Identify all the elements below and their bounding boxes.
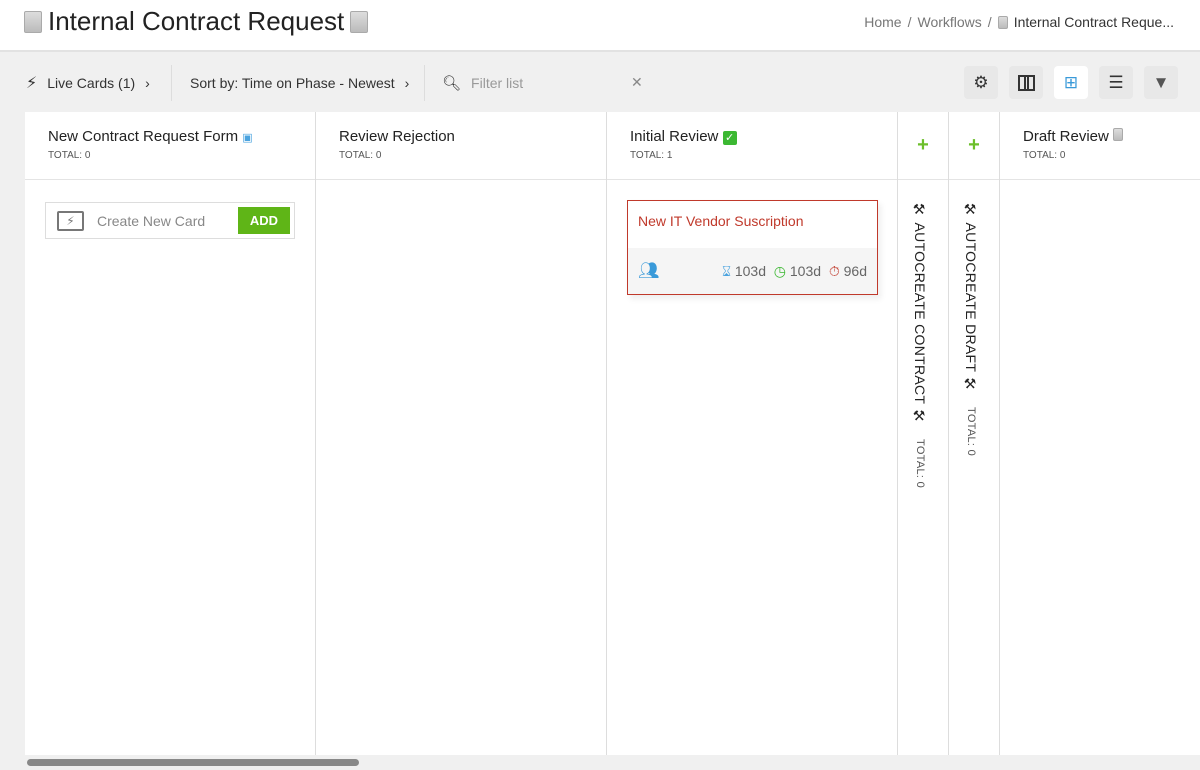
grid-icon: ⊞ — [1063, 72, 1079, 92]
add-button[interactable]: ADD — [238, 207, 290, 234]
document-icon — [997, 15, 1008, 29]
column-initial-review: Initial Review ✓ TOTAL: 1 New IT Vendor S… — [607, 112, 898, 755]
grid-view-button[interactable]: ⊞ — [1054, 66, 1088, 99]
chevron-right-icon: › — [404, 74, 410, 91]
list-icon: ☰ — [1108, 72, 1124, 92]
filter-button[interactable]: ▼ — [1144, 66, 1178, 99]
gear-icon: ⚙ — [973, 72, 989, 92]
column-autocreate-contract: + ⚒ AUTOCREATE CONTRACT ⚒TOTAL: 0 — [898, 112, 949, 755]
bolt-icon: ⚡︎ — [57, 210, 84, 231]
add-card-plus-icon[interactable]: + — [949, 112, 999, 180]
filter-box[interactable]: 🔍︎ Filter list ✕ — [442, 53, 643, 112]
page-title: Internal Contract Request — [24, 6, 369, 37]
chevron-right-icon: › — [145, 74, 150, 91]
check-icon: ✓ — [722, 131, 737, 145]
toolbar: ⚡︎ Live Cards (1) › Sort by: Time on Pha… — [0, 53, 1200, 112]
live-cards-button[interactable]: ⚡︎ Live Cards (1) › — [26, 74, 150, 92]
tools-icon: ⚒ — [963, 376, 979, 393]
tools-icon: ⚒ — [912, 202, 928, 219]
bolt-icon: ⚡︎ — [26, 74, 38, 92]
settings-button[interactable]: ⚙ — [964, 66, 998, 99]
funnel-icon: ▼ — [1152, 72, 1170, 92]
create-new-card[interactable]: ⚡︎ Create New Card ADD — [45, 202, 295, 239]
card[interactable]: New IT Vendor Suscription 👥︎ ⌛︎ 103d ◷ 1… — [627, 200, 878, 295]
breadcrumb-home[interactable]: Home — [864, 14, 902, 30]
hourglass-icon: ⌛︎ — [722, 262, 731, 279]
columns-icon — [1017, 74, 1035, 91]
column-new-contract-request-form: New Contract Request Form ▣ TOTAL: 0 ⚡︎ C… — [25, 112, 316, 755]
column-review-rejection: Review Rejection TOTAL: 0 — [316, 112, 607, 755]
sort-button[interactable]: Sort by: Time on Phase - Newest › — [190, 74, 410, 91]
stopwatch-icon: ⏱︎ — [828, 262, 840, 279]
document-icon — [24, 10, 42, 33]
create-card-input[interactable]: Create New Card — [97, 212, 206, 229]
kanban-board: New Contract Request Form ▣ TOTAL: 0 ⚡︎ C… — [25, 112, 1200, 755]
filter-input[interactable]: Filter list — [471, 74, 524, 91]
scrollbar-thumb[interactable] — [27, 759, 359, 766]
ballot-box-icon: ▣ — [242, 132, 253, 144]
tools-icon: ⚒ — [963, 202, 979, 219]
users-icon: 👥︎ — [638, 261, 660, 280]
document-icon — [350, 10, 369, 33]
document-icon — [1113, 128, 1124, 141]
search-icon: 🔍︎ — [442, 74, 462, 92]
tools-icon: ⚒ — [912, 408, 928, 425]
clock-icon: ◷ — [773, 262, 786, 279]
add-card-plus-icon[interactable]: + — [898, 112, 948, 180]
breadcrumb: Home / Workflows / Internal Contract Reque… — [864, 14, 1174, 30]
columns-view-button[interactable] — [1009, 66, 1043, 99]
page-header: Internal Contract Request Home / Workflow… — [0, 0, 1200, 52]
column-draft-review: Draft Review TOTAL: 0 — [1000, 112, 1200, 755]
card-title: New IT Vendor Suscription — [638, 213, 804, 229]
breadcrumb-workflows[interactable]: Workflows — [917, 14, 982, 30]
column-autocreate-draft: + ⚒ AUTOCREATE DRAFT ⚒TOTAL: 0 — [949, 112, 1000, 755]
horizontal-scrollbar[interactable] — [25, 757, 1200, 767]
clear-filter-icon[interactable]: ✕ — [631, 74, 643, 90]
breadcrumb-current: Internal Contract Reque... — [1013, 14, 1174, 30]
list-view-button[interactable]: ☰ — [1099, 66, 1133, 99]
